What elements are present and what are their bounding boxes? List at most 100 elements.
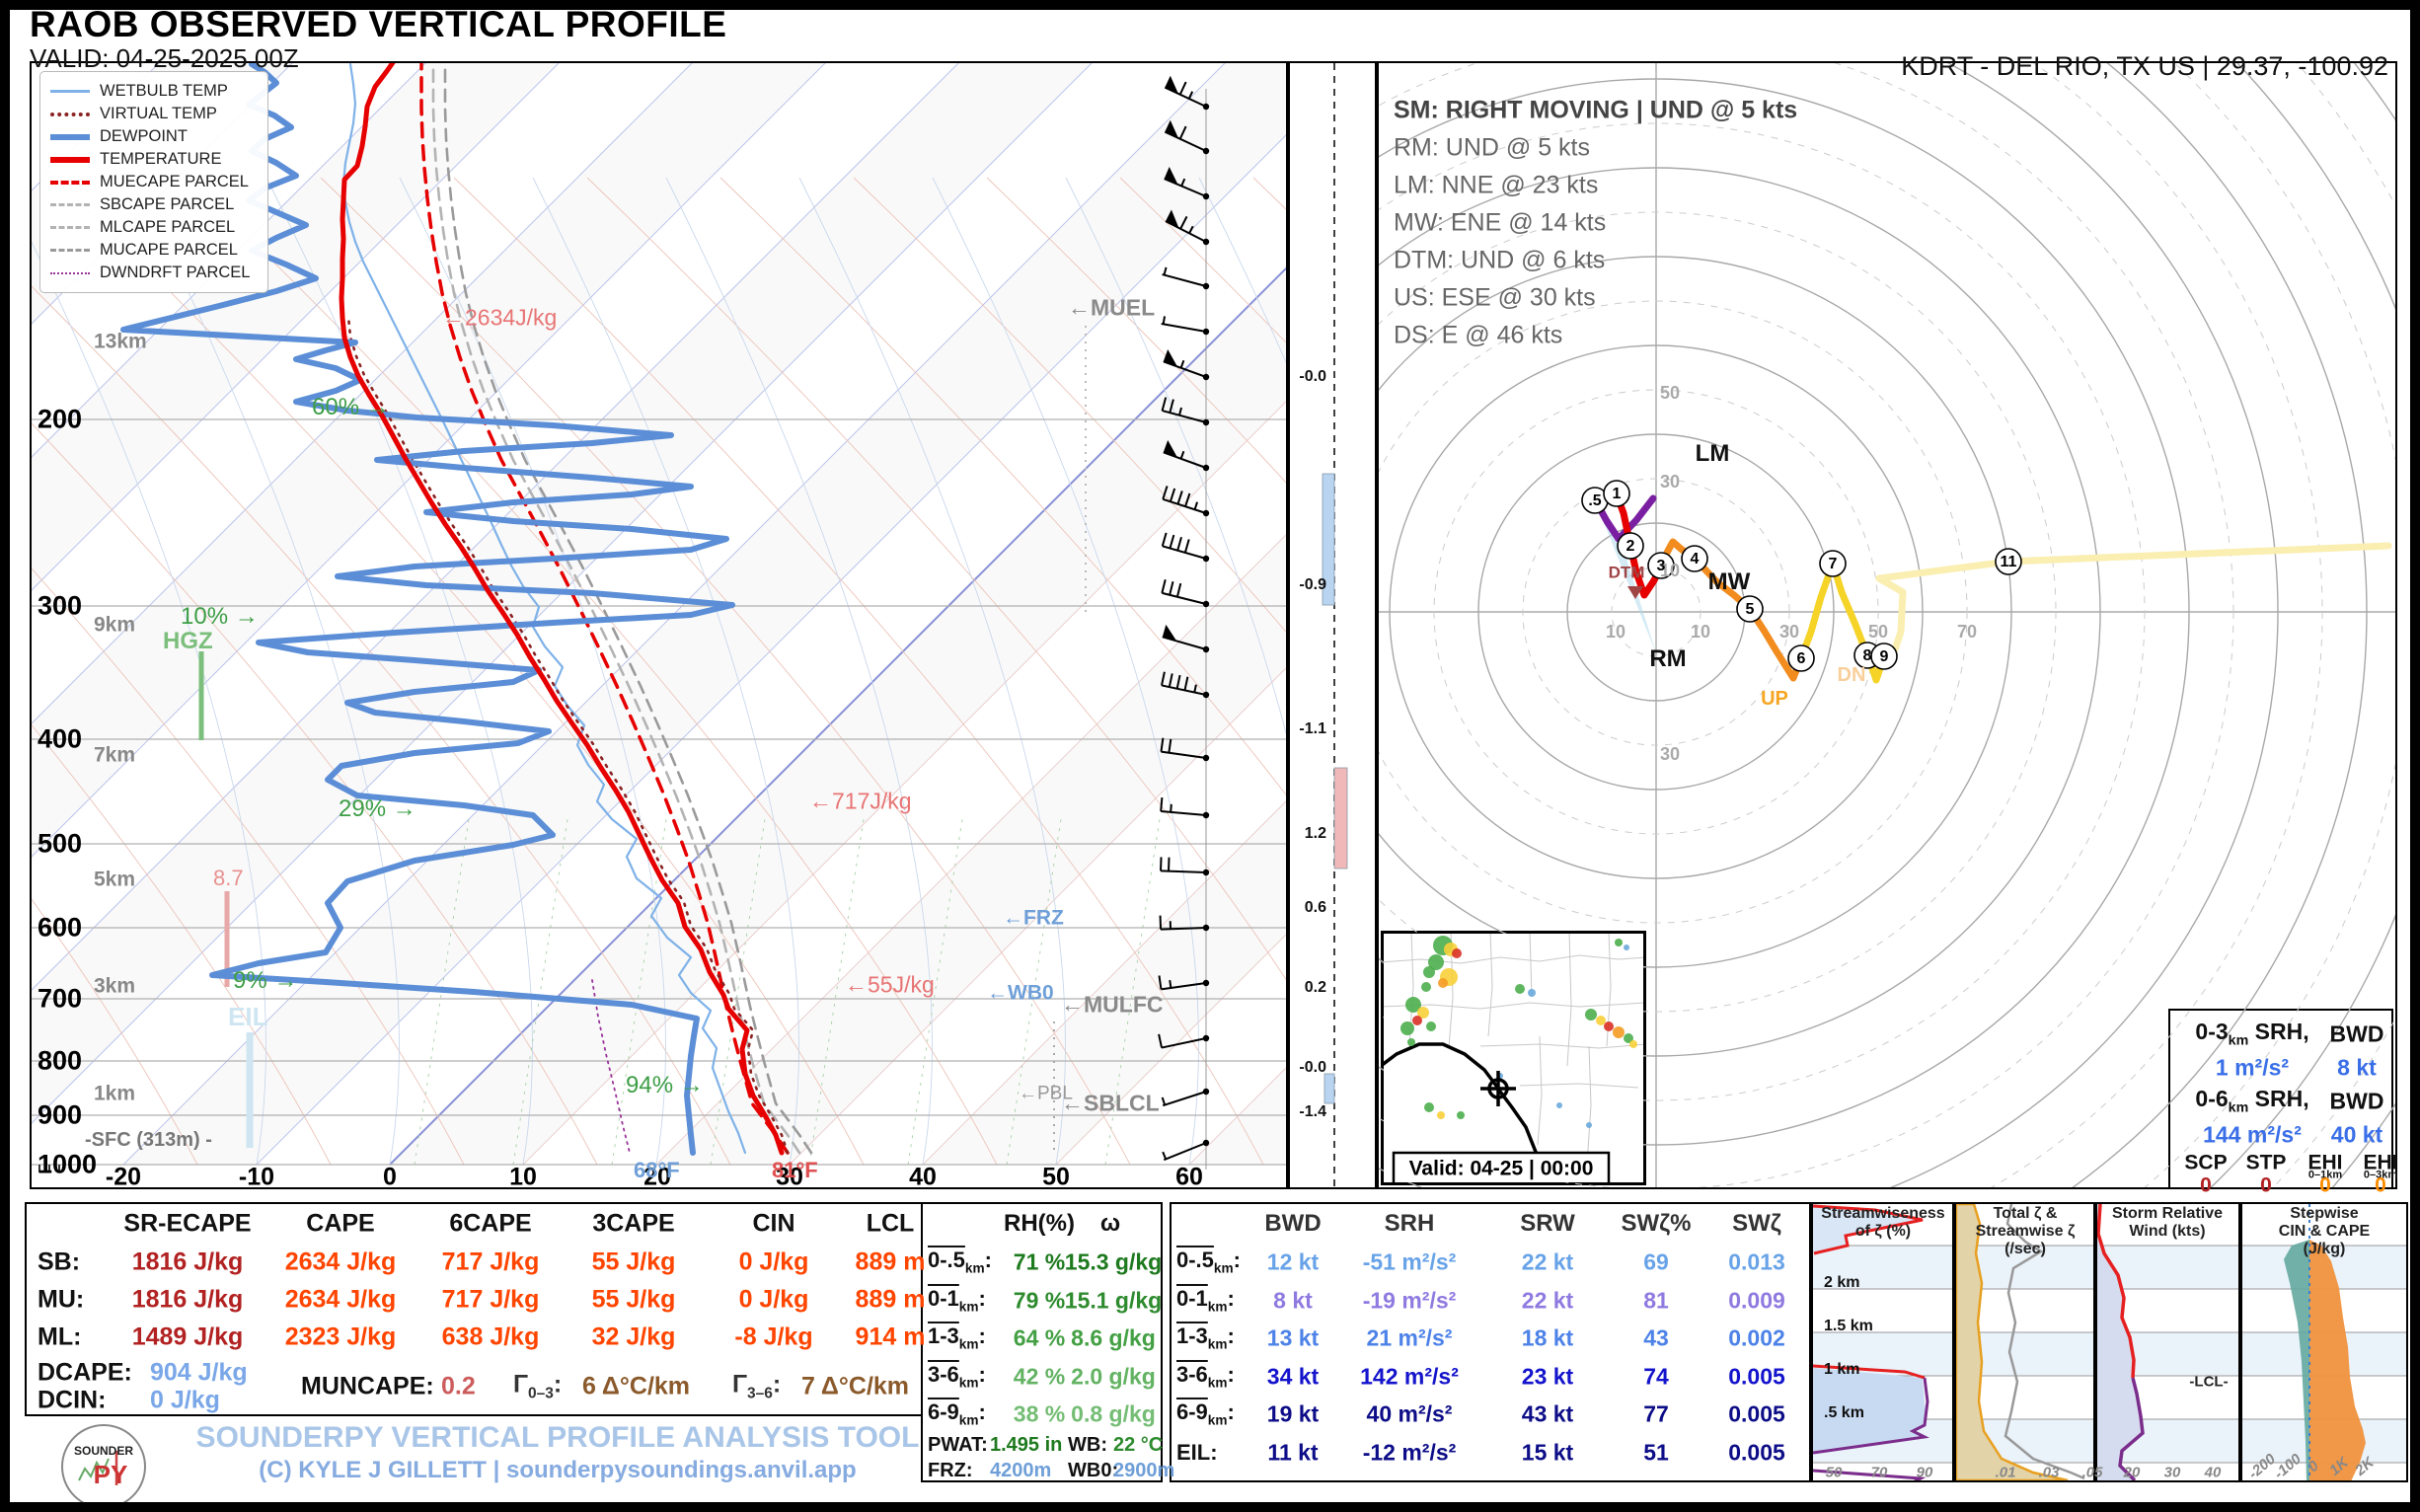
legend-item-label: VIRTUAL TEMP [100, 105, 217, 122]
kin-row-label: 6-9km: [1176, 1399, 1235, 1428]
lapse-3-6-label: Γ3–6: [732, 1370, 782, 1402]
kin-value: -19 m²/s² [1362, 1287, 1457, 1313]
legend-line-sample [50, 271, 90, 274]
skewt-annotation-4: 29% → [339, 795, 416, 822]
hodo-height-marker-.5: .5 [1588, 492, 1602, 509]
hodo-height-marker-4: 4 [1690, 551, 1700, 567]
kin-row-label: 0-1km: [1176, 1285, 1235, 1314]
temp-axis-tick: 20 [643, 1163, 671, 1191]
hodo-ring-label: 10 [1659, 561, 1681, 580]
temp-axis-tick: -10 [238, 1163, 275, 1191]
kin-value: 43 kt [1521, 1400, 1574, 1427]
bwd-0-3-value: 8 kt [2337, 1054, 2377, 1081]
legend-item-label: MLCAPE PARCEL [100, 218, 236, 236]
omega-value: 1.2 [1304, 825, 1326, 842]
sw-km-label: 1.5 km [1824, 1318, 1873, 1334]
stats-header-CAPE: CAPE [306, 1209, 375, 1238]
stats-value: 2634 J/kg [284, 1285, 397, 1314]
hodo-label-lm: LM [1695, 440, 1730, 467]
zeta-panel-border [1954, 1202, 2095, 1482]
temp-axis-tick: 0 [383, 1163, 397, 1191]
kin-row-label: 3-6km: [1176, 1361, 1235, 1390]
valid-timestamp: VALID: 04-25-2025 00Z [30, 43, 299, 73]
hodo-height-marker-6: 6 [1796, 650, 1806, 667]
storm-motion-line: DS: E @ 46 kts [1394, 321, 1563, 349]
kin-value: -51 m²/s² [1362, 1248, 1457, 1275]
stepwise-panel-border [2240, 1202, 2408, 1482]
omega-value: -0.9 [1299, 576, 1326, 593]
rh-row-label: 3-6km: [928, 1361, 986, 1390]
omega-value: 0.2 [1304, 979, 1326, 996]
rh-row-label: 1-3km: [928, 1323, 986, 1352]
zeta-title: Total ζ & [1993, 1205, 2058, 1222]
hodo-ring-label: 70 [1956, 622, 1978, 642]
kin-value: 74 [1643, 1363, 1669, 1389]
omega-header: ω [1099, 1210, 1121, 1237]
storm-motion-line: RM: UND @ 5 kts [1394, 133, 1590, 162]
hodo-ring-label: 50 [1659, 383, 1681, 403]
stats-value: 638 J/kg [441, 1323, 540, 1351]
legend-item-5: SBCAPE PARCEL [50, 193, 258, 216]
legend-line-sample [50, 133, 90, 140]
index-value-3: 0 [2375, 1173, 2386, 1197]
srw-title: Wind (kts) [2129, 1223, 2206, 1240]
pressure-label-700: 700 [38, 983, 83, 1014]
dtm-marker [1627, 586, 1643, 599]
kin-value: -12 m²/s² [1362, 1439, 1457, 1465]
skewt-background [32, 63, 1286, 1172]
pressure-label-600: 600 [38, 912, 83, 943]
bwd-0-6-header: BWD [2329, 1088, 2384, 1114]
kin-header-1: SRH [1384, 1210, 1435, 1237]
legend-line-sample [50, 249, 90, 252]
step-title: (J/kg) [2303, 1241, 2346, 1257]
dewpoint-line [120, 63, 735, 1156]
srw-panel-border [2095, 1202, 2240, 1482]
stats-header-CIN: CIN [752, 1209, 795, 1238]
kin-value: 0.005 [1728, 1363, 1785, 1389]
srh-0-6-header: 0-6km SRH, [2195, 1086, 2309, 1116]
step-title: CIN & CAPE [2278, 1223, 2371, 1240]
sw-tick: 70 [1870, 1464, 1888, 1481]
mixing-ratio-value: 15.1 g/kg [1064, 1287, 1163, 1313]
mlcape-parcel-line [443, 63, 813, 1155]
dcin-label: DCIN: [38, 1386, 107, 1414]
kin-value: 51 [1643, 1439, 1669, 1465]
sounderpy-logo [61, 1424, 146, 1509]
legend-item-6: MLCAPE PARCEL [50, 216, 258, 239]
hodo-ring-label: 10 [1690, 622, 1711, 642]
kin-row-label: 1-3km: [1176, 1323, 1235, 1352]
stats-row-label-SB:: SB: [38, 1247, 81, 1276]
skewt-annotation-9: ←717J/kg [809, 788, 912, 814]
hodo-label-dtm: DTM [1608, 563, 1645, 582]
temp-axis-tick: 30 [776, 1163, 803, 1191]
stats-header-3CAPE: 3CAPE [592, 1209, 675, 1238]
pressure-label-300: 300 [38, 590, 83, 621]
kin-value: 13 kt [1266, 1324, 1320, 1351]
hodo-height-marker-11: 11 [2000, 554, 2017, 570]
legend-item-3: TEMPERATURE [50, 148, 258, 171]
legend-item-label: WETBULB TEMP [100, 82, 228, 100]
mixing-ratio-value: 15.3 g/kg [1064, 1248, 1163, 1275]
rh-value: 42 % [1013, 1363, 1066, 1389]
temp-axis-tick: 40 [909, 1163, 937, 1191]
sw-tick: 50 [1825, 1464, 1843, 1481]
legend-item-1: VIRTUAL TEMP [50, 103, 258, 125]
hodo-ring-label: 10 [1605, 622, 1626, 642]
srh-0-6-value: 144 m²/s² [2203, 1121, 2302, 1148]
height-label-13km: 13km [94, 330, 147, 353]
wb0-value: 2900m [1113, 1460, 1175, 1481]
skewt-annotation-19: 81°F [772, 1158, 818, 1182]
muncape-label: MUNCAPE: [301, 1372, 434, 1400]
kin-value: 19 kt [1266, 1400, 1320, 1427]
height-label-9km: 9km [94, 613, 136, 637]
legend-item-label: DWNDRFT PARCEL [100, 264, 251, 281]
bwd-0-6-value: 40 kt [2330, 1121, 2383, 1148]
srw-tick: 40 [2204, 1464, 2222, 1481]
rh-value: 71 % [1013, 1248, 1066, 1275]
rh-value: 38 % [1013, 1400, 1066, 1427]
skewt-annotation-12: ←WB0 [987, 981, 1054, 1005]
skewt-annotation-2: 10% → [181, 603, 259, 630]
kin-value: 0.005 [1728, 1400, 1785, 1427]
hodo-height-marker-3: 3 [1656, 558, 1666, 574]
srw-lcl-label: -LCL- [2189, 1373, 2229, 1391]
